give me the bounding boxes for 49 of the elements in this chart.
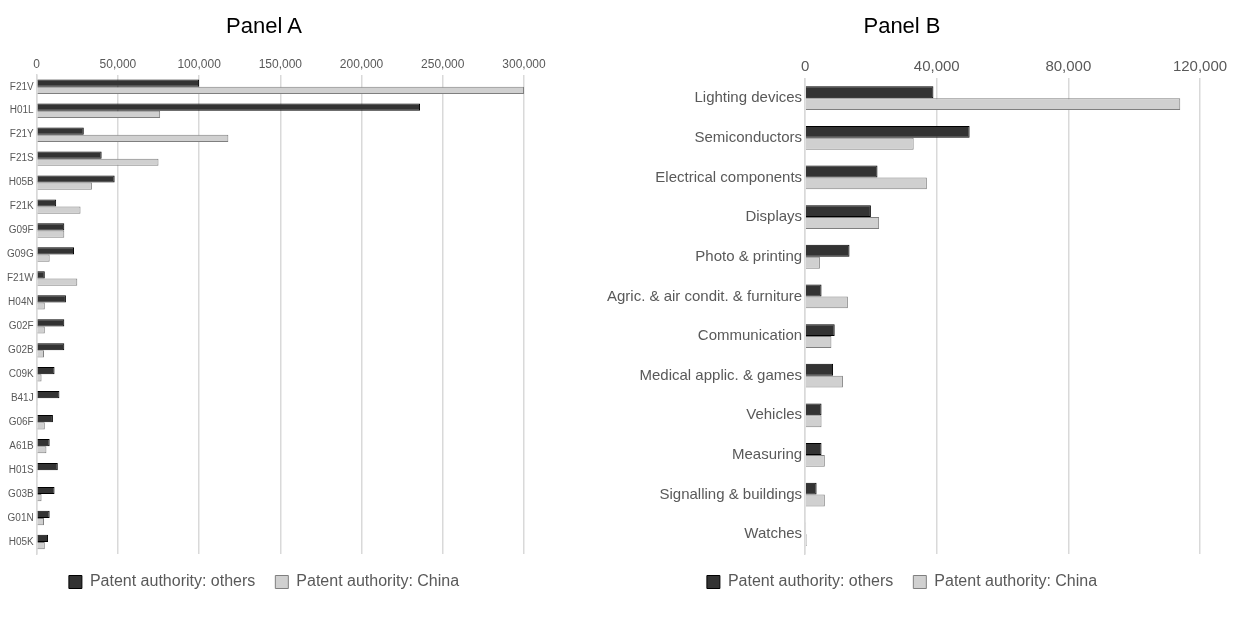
x-tick-label: 40,000 [913,56,960,74]
x-tick-label: 200,000 [339,56,384,71]
y-tick-label: F21K [9,200,34,212]
y-tick-label: Vehicles [746,405,803,423]
y-tick-label: Electrical components [655,167,803,185]
y-tick-label: G09G [6,248,34,260]
y-tick-label: H05K [8,535,35,547]
y-tick-label: H05B [8,176,35,188]
y-tick-label: Medical applic. & games [639,365,803,383]
chart-title: Panel A [226,13,303,39]
x-tick-label: 120,000 [1172,56,1228,74]
x-tick-label: 80,000 [1045,56,1092,74]
x-tick-label: 0 [800,56,810,74]
x-tick-label: 100,000 [177,56,222,71]
y-tick-label: Semiconductors [694,127,803,145]
legend-label: Patent authority: China [934,572,1098,590]
y-tick-label: A61B [9,439,34,451]
y-tick-label: Signalling & buildings [659,484,803,502]
legend-label: Patent authority: China [296,572,460,590]
y-tick-label: F21V [9,80,34,92]
y-tick-label: Measuring [732,445,803,463]
y-tick-label: C09K [8,368,35,380]
y-tick-label: Watches [744,524,803,542]
x-tick-label: 300,000 [502,56,547,71]
y-tick-label: G09F [8,224,34,236]
y-tick-label: H01L [9,104,35,116]
y-tick-label: G06F [8,415,34,427]
chart-title: Panel B [863,13,941,39]
y-tick-label: F21W [7,272,35,284]
y-tick-label: G02F [8,320,34,332]
y-tick-label: B41J [10,392,34,404]
x-tick-label: 250,000 [421,56,465,71]
y-tick-label: H04N [8,296,34,308]
y-tick-label: H01S [8,463,35,475]
x-tick-label: 50,000 [99,56,137,71]
y-tick-label: F21Y [9,128,34,140]
y-tick-label: G01N [7,511,34,523]
y-tick-label: Lighting devices [694,88,803,106]
y-tick-label: Displays [745,207,803,225]
legend-label: Patent authority: others [89,572,256,590]
x-tick-label: 0 [33,56,41,71]
y-tick-label: Photo & printing [695,246,803,264]
y-tick-label: G03B [8,487,34,499]
y-tick-label: Agric. & air condit. & furniture [606,286,803,304]
legend-label: Patent authority: others [727,572,894,590]
y-tick-label: Communication [697,326,803,344]
y-tick-label: G02B [8,344,34,356]
y-tick-label: F21S [9,152,34,164]
x-tick-label: 150,000 [258,56,303,71]
